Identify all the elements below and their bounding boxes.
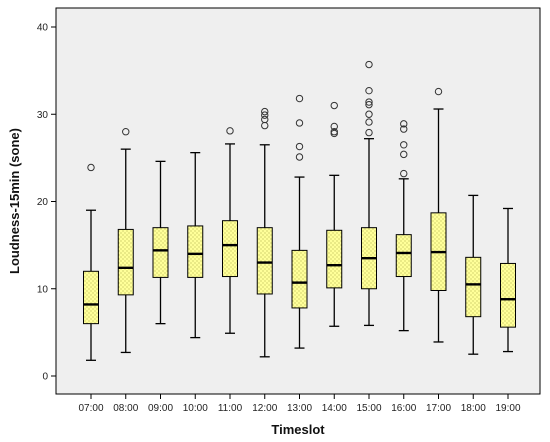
outlier-point (122, 128, 130, 136)
box-1000 (187, 151, 204, 339)
x-tick-label: 07:00 (78, 403, 103, 414)
x-tick-label: 18:00 (461, 403, 486, 414)
outlier-point (365, 128, 373, 137)
x-tick-label: 10:00 (183, 403, 208, 414)
iqr-box (222, 220, 238, 278)
box-1400 (326, 101, 343, 327)
x-tick-label: 09:00 (148, 403, 173, 414)
outlier-point (365, 118, 373, 126)
x-tick-label: 16:00 (391, 403, 416, 414)
y-tick-label: 30 (37, 110, 49, 121)
iqr-box (256, 227, 273, 295)
outlier-point (434, 87, 443, 96)
y-tick-label: 20 (37, 197, 49, 208)
outlier-point (295, 94, 304, 103)
iqr-box (291, 249, 308, 309)
box-1300 (291, 94, 308, 349)
x-tick-label: 19:00 (495, 403, 520, 414)
box-1100 (222, 127, 238, 334)
outlier-point (365, 100, 373, 109)
outlier-point (261, 115, 269, 124)
x-tick-label: 13:00 (287, 403, 312, 414)
outlier-point (400, 125, 408, 133)
outlier-point (261, 111, 269, 119)
x-tick-label: 17:00 (426, 403, 451, 414)
outlier-point (226, 127, 234, 135)
outlier-point (400, 169, 408, 178)
outlier-point (87, 163, 95, 172)
iqr-box (152, 227, 169, 278)
outlier-point (365, 86, 373, 95)
outlier-point (330, 122, 338, 131)
outlier-point (365, 60, 373, 69)
outlier-point (261, 107, 269, 116)
box-1800 (465, 194, 482, 355)
iqr-box (500, 262, 516, 328)
outlier-point (330, 128, 338, 136)
x-tick-label: 11:00 (218, 403, 243, 414)
box-0800 (117, 128, 134, 354)
y-tick-label: 0 (42, 372, 48, 383)
iqr-box (117, 228, 134, 296)
outlier-point (365, 110, 373, 118)
outlier-point (295, 142, 304, 151)
box-1500 (361, 60, 377, 327)
iqr-box (187, 225, 204, 278)
box-0900 (152, 160, 169, 325)
x-tick-label: 12:00 (252, 403, 277, 414)
y-tick-label: 10 (37, 284, 49, 295)
y-axis: 0 10 20 30 40 (37, 23, 56, 383)
x-tick-label: 14:00 (322, 403, 347, 414)
y-axis-title: Loudness-15min (sone) (7, 128, 22, 274)
outlier-point (400, 150, 408, 159)
box-1700 (430, 87, 447, 343)
iqr-box (395, 234, 412, 278)
x-tick-label: 15:00 (356, 403, 381, 414)
outlier-point (365, 98, 373, 106)
y-tick-label: 40 (37, 23, 49, 34)
outlier-point (400, 141, 408, 149)
iqr-box (83, 270, 99, 325)
outlier-point (295, 119, 304, 127)
x-tick-label: 08:00 (113, 403, 138, 414)
outlier-point (295, 153, 304, 161)
box-0700 (83, 163, 99, 361)
box-1900 (500, 207, 516, 353)
iqr-box (326, 229, 343, 289)
plot-area (55, 7, 541, 395)
outlier-point (400, 120, 408, 128)
x-axis: 07:00 08:00 09:00 10:00 11:00 12:00 13:00 14:00… (78, 394, 521, 414)
box-1600 (395, 120, 412, 332)
box-1200 (256, 107, 273, 358)
outlier-point (330, 101, 338, 110)
iqr-box (465, 256, 482, 318)
box-series (83, 60, 516, 361)
x-axis-title: Timeslot (271, 422, 325, 437)
